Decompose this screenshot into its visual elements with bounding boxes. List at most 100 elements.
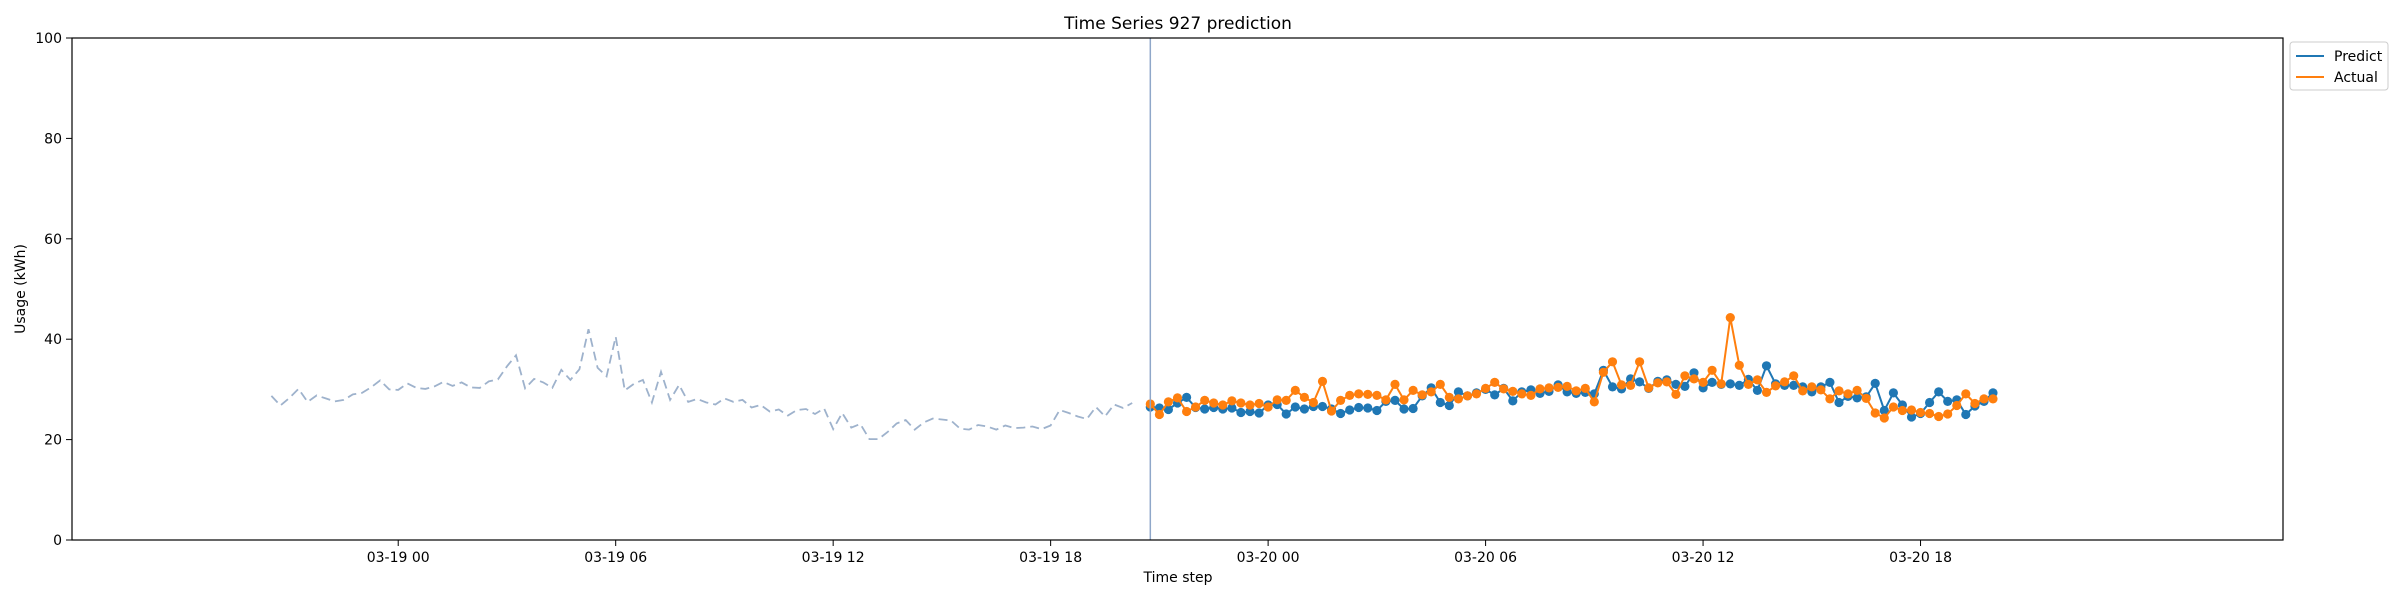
data-point-actual bbox=[1182, 406, 1192, 417]
data-point-predict bbox=[1444, 400, 1454, 411]
data-point-predict bbox=[1372, 405, 1382, 416]
data-point-predict bbox=[1752, 385, 1762, 395]
data-point-actual bbox=[1970, 398, 1980, 409]
data-point-predict bbox=[1336, 408, 1346, 419]
y-axis: 0 20 40 60 80 100 bbox=[35, 31, 72, 549]
data-point-actual bbox=[1906, 405, 1917, 415]
series-layer bbox=[1145, 313, 1998, 423]
data-point-predict bbox=[1254, 408, 1264, 418]
x-tick-label: 03-19 00 bbox=[367, 550, 430, 566]
data-point-actual bbox=[1789, 371, 1799, 381]
data-point-actual bbox=[1245, 400, 1255, 410]
data-point-actual bbox=[1707, 365, 1717, 375]
data-point-predict bbox=[1435, 397, 1445, 408]
data-point-actual bbox=[1825, 394, 1835, 404]
x-tick-label: 03-19 06 bbox=[584, 550, 647, 566]
data-point-actual bbox=[1644, 383, 1654, 393]
data-point-actual bbox=[1163, 397, 1173, 407]
x-axis-label: Time step bbox=[1143, 570, 1213, 586]
history-line bbox=[270, 328, 1133, 441]
data-point-predict bbox=[1345, 405, 1355, 415]
data-point-predict bbox=[1635, 377, 1645, 387]
data-point-actual bbox=[1553, 382, 1563, 392]
data-point-predict bbox=[1163, 404, 1173, 415]
data-point-actual bbox=[1544, 383, 1554, 393]
data-point-actual bbox=[1635, 357, 1645, 367]
data-point-predict bbox=[1834, 397, 1844, 408]
data-point-predict bbox=[1852, 393, 1862, 403]
data-point-actual bbox=[1725, 313, 1735, 323]
x-tick-label: 03-19 18 bbox=[1019, 550, 1082, 566]
x-tick-label: 03-20 06 bbox=[1454, 550, 1517, 566]
data-point-actual bbox=[1653, 378, 1663, 388]
data-point-actual bbox=[1589, 397, 1599, 407]
data-point-actual bbox=[1752, 375, 1762, 385]
data-point-actual bbox=[1490, 377, 1500, 387]
data-point-actual bbox=[1218, 400, 1228, 410]
data-point-actual bbox=[1381, 395, 1391, 405]
data-point-actual bbox=[1390, 379, 1400, 389]
data-point-actual bbox=[1227, 396, 1237, 406]
data-point-actual bbox=[1435, 379, 1445, 389]
data-point-predict bbox=[1870, 378, 1880, 388]
data-point-actual bbox=[1290, 385, 1300, 395]
data-point-actual bbox=[1680, 371, 1690, 381]
data-point-actual bbox=[1499, 384, 1509, 394]
data-point-actual bbox=[1771, 381, 1781, 391]
data-point-actual bbox=[1299, 392, 1309, 402]
data-point-predict bbox=[1789, 380, 1799, 390]
data-point-actual bbox=[1345, 390, 1355, 400]
y-tick-label: 0 bbox=[53, 533, 62, 549]
data-point-actual bbox=[1961, 389, 1971, 399]
data-point-actual bbox=[1934, 411, 1944, 422]
y-tick-label: 40 bbox=[44, 332, 62, 348]
data-point-actual bbox=[1372, 390, 1382, 400]
legend-label-actual: Actual bbox=[2334, 70, 2378, 86]
x-tick-label: 03-20 00 bbox=[1237, 550, 1300, 566]
data-point-predict bbox=[1761, 361, 1772, 371]
legend-label-predict: Predict bbox=[2334, 49, 2383, 65]
data-point-actual bbox=[1154, 409, 1164, 420]
data-point-actual bbox=[1761, 387, 1772, 397]
data-point-actual bbox=[1481, 383, 1491, 393]
data-point-actual bbox=[1979, 394, 1989, 404]
data-point-actual bbox=[1897, 405, 1907, 416]
data-point-actual bbox=[1471, 389, 1482, 399]
data-point-actual bbox=[1861, 393, 1871, 403]
data-point-actual bbox=[1317, 376, 1328, 386]
data-point-actual bbox=[1626, 380, 1636, 390]
data-point-actual bbox=[1200, 395, 1210, 405]
data-point-actual bbox=[1254, 398, 1264, 409]
series-line-actual bbox=[1149, 317, 1993, 420]
data-point-actual bbox=[1879, 413, 1889, 423]
data-point-actual bbox=[1408, 385, 1418, 395]
data-point-predict bbox=[1934, 387, 1944, 397]
data-point-predict bbox=[1317, 401, 1328, 412]
y-axis-label: Usage (kWh) bbox=[13, 244, 29, 334]
data-point-actual bbox=[1562, 381, 1572, 391]
data-point-predict bbox=[1725, 379, 1735, 389]
data-point-predict bbox=[1943, 396, 1953, 406]
data-point-actual bbox=[1988, 394, 1998, 404]
data-point-actual bbox=[1925, 408, 1935, 419]
data-point-actual bbox=[1689, 374, 1699, 384]
series-line-predict bbox=[1150, 363, 1994, 419]
data-point-predict bbox=[1182, 392, 1192, 402]
series-actual bbox=[1145, 313, 1998, 423]
data-point-actual bbox=[1417, 390, 1427, 400]
data-point-predict bbox=[1399, 404, 1409, 414]
data-point-actual bbox=[1915, 407, 1926, 418]
data-point-actual bbox=[1852, 385, 1862, 395]
data-point-actual bbox=[1743, 379, 1753, 389]
data-point-actual bbox=[1607, 357, 1618, 367]
data-point-predict bbox=[1245, 406, 1255, 417]
data-point-actual bbox=[1698, 377, 1708, 387]
data-point-predict bbox=[1671, 379, 1681, 389]
data-point-predict bbox=[1508, 396, 1518, 406]
x-tick-label: 03-20 18 bbox=[1889, 550, 1952, 566]
data-point-predict bbox=[1281, 409, 1291, 419]
data-point-actual bbox=[1526, 390, 1536, 400]
history-layer bbox=[270, 328, 1133, 441]
data-point-actual bbox=[1888, 402, 1898, 412]
data-point-predict bbox=[1453, 387, 1463, 397]
